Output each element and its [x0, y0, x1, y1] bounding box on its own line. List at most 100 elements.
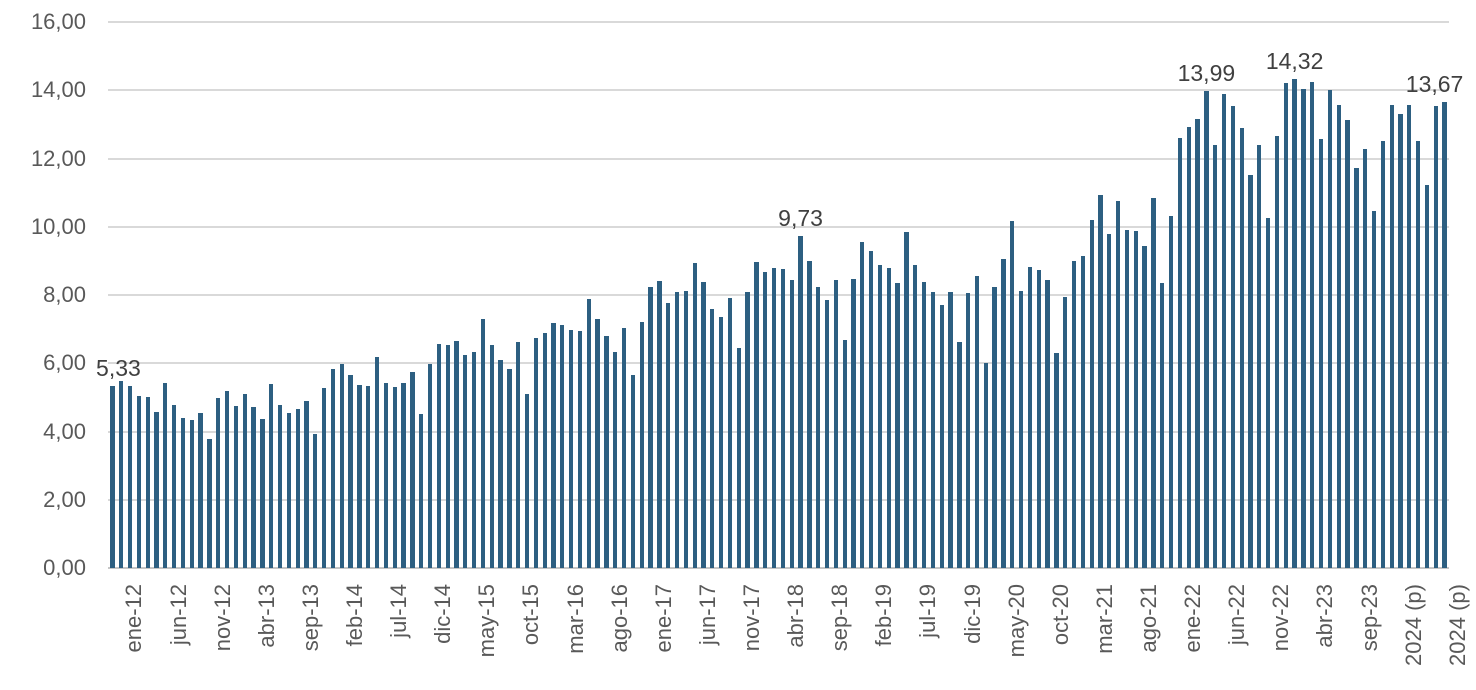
bar	[224, 390, 230, 568]
bar	[110, 386, 115, 568]
data-point-label: 9,73	[778, 204, 823, 231]
bar	[242, 393, 247, 568]
x-axis-tick-label-text: nov-12	[209, 584, 235, 652]
bar	[824, 300, 830, 568]
bar	[260, 418, 265, 568]
bar	[771, 268, 777, 568]
bar	[1407, 104, 1412, 568]
x-axis-tick-label-text: ago-21	[1135, 584, 1161, 653]
bar	[410, 372, 415, 568]
bar	[1292, 79, 1297, 568]
x-axis-tick-label-text: jul-19	[915, 584, 941, 638]
bar	[745, 292, 750, 568]
x-axis-tick-label-text: ene-22	[1180, 584, 1206, 653]
bar	[286, 412, 291, 568]
bar	[1310, 81, 1315, 568]
bar	[542, 333, 547, 568]
bar	[1204, 90, 1209, 568]
bar	[136, 395, 142, 568]
x-axis-tick-label-text: abr-23	[1312, 584, 1338, 648]
x-axis-tick-label-text: jun-12	[165, 584, 191, 646]
bar	[1274, 136, 1280, 568]
bar	[295, 409, 300, 568]
x-axis-tick-label-text: mar-16	[562, 584, 588, 654]
bar	[1442, 101, 1447, 568]
bar	[163, 383, 168, 568]
bar	[816, 287, 821, 568]
bar	[1071, 261, 1077, 568]
bar	[1160, 283, 1165, 568]
x-axis-tick-label-text: dic-14	[430, 584, 456, 644]
x-axis-tick-label-text: jun-17	[694, 584, 720, 646]
bar	[1177, 137, 1183, 568]
y-axis-tick-label: 4,00	[43, 418, 86, 444]
bar	[621, 328, 627, 568]
bar	[216, 398, 221, 568]
bar	[1239, 128, 1244, 568]
bar	[154, 412, 159, 568]
bar	[719, 317, 724, 568]
bar	[180, 417, 186, 568]
bar	[957, 342, 962, 568]
bar	[1063, 297, 1068, 568]
data-point-label: 13,99	[1177, 59, 1236, 86]
bar	[657, 280, 662, 568]
bar	[798, 235, 803, 568]
bar	[1010, 221, 1015, 568]
bar	[269, 384, 274, 568]
x-axis-tick-label-text: 2024 (p)	[1444, 584, 1470, 666]
bar	[1301, 88, 1306, 568]
bar	[357, 385, 362, 568]
bar	[860, 241, 865, 568]
y-gridline	[108, 89, 1449, 92]
bar	[604, 335, 609, 568]
bar	[533, 338, 539, 568]
bar	[763, 272, 768, 568]
x-axis-tick-label-text: may-20	[1003, 584, 1029, 658]
bar	[1080, 255, 1086, 568]
y-axis-tick-label: 16,00	[30, 9, 86, 34]
bar	[948, 292, 953, 568]
x-axis-tick-label-text: nov-22	[1268, 584, 1294, 652]
bar	[524, 393, 530, 568]
bar	[198, 413, 203, 568]
bar	[498, 360, 503, 568]
bar	[930, 292, 936, 568]
bar	[471, 351, 477, 568]
bar	[701, 281, 706, 568]
bar	[560, 325, 565, 568]
x-axis-tick-label-text: may-15	[474, 584, 500, 658]
bar	[877, 264, 883, 568]
bar	[1213, 144, 1218, 568]
bar	[454, 340, 459, 568]
bar	[904, 231, 909, 568]
bar	[489, 345, 494, 568]
bar	[207, 439, 212, 568]
y-axis-tick-label: 12,00	[30, 145, 86, 171]
bar	[1054, 353, 1059, 568]
bar	[1124, 230, 1130, 568]
x-axis-tick-label-text: mar-21	[1091, 584, 1117, 654]
bar	[1221, 93, 1227, 568]
bar	[1327, 89, 1333, 568]
bar	[886, 267, 891, 568]
bar	[586, 299, 591, 568]
bar	[392, 386, 397, 568]
bar	[727, 298, 733, 568]
x-axis-tick-label-text: ene-12	[121, 584, 147, 653]
bar	[736, 348, 741, 568]
bar	[419, 413, 424, 568]
bar	[577, 330, 583, 568]
bar	[895, 283, 900, 568]
bar	[1133, 230, 1138, 568]
bar	[648, 287, 653, 568]
bar	[172, 404, 177, 568]
bar	[551, 323, 556, 568]
bar	[516, 341, 521, 568]
bar	[789, 279, 794, 568]
bar	[1230, 106, 1235, 568]
bar	[842, 340, 847, 568]
y-axis-tick-label: 10,00	[30, 213, 86, 239]
bar	[807, 260, 812, 568]
